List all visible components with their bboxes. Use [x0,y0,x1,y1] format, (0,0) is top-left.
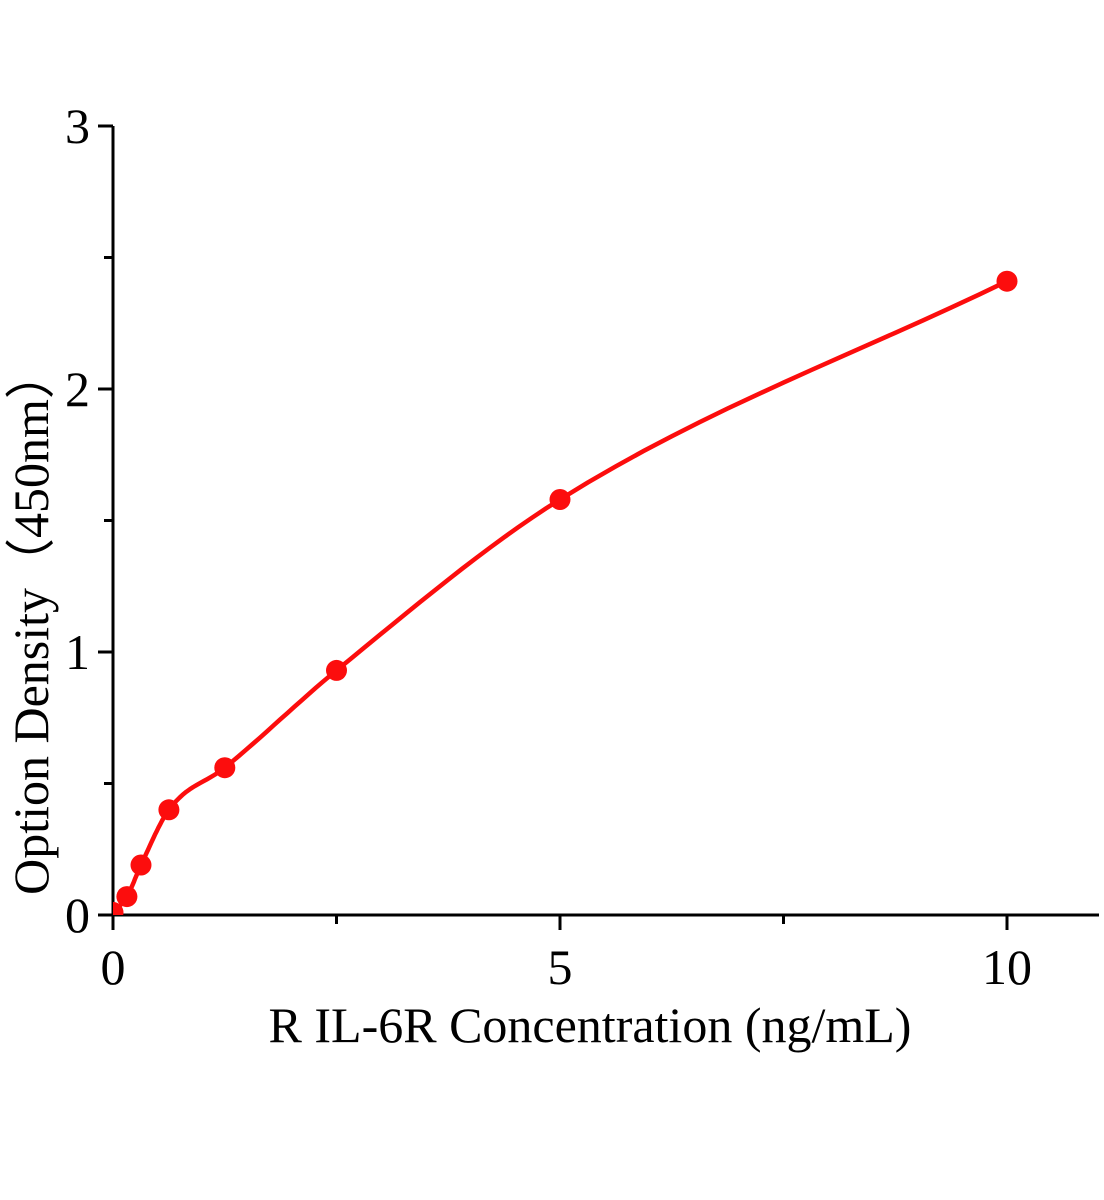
data-layer [113,270,1018,915]
x-tick-label: 10 [982,939,1032,995]
data-point-marker [158,799,180,821]
tick-label-layer: 0 5 10 0 1 2 3 [65,98,1032,995]
x-axis-title: R IL-6R Concentration (ng/mL) [269,997,912,1053]
y-axis-title: Option Density（450nm） [3,349,59,895]
y-tick-label: 3 [65,98,90,154]
data-point-marker [113,901,124,915]
axes-layer [98,124,1099,930]
data-point-marker [326,659,347,681]
y-tick-label: 0 [65,887,90,943]
x-tick-label: 0 [101,939,126,995]
fit-curve [113,278,1010,915]
y-tick-label: 2 [65,361,90,417]
y-tick-label: 1 [65,624,90,680]
x-tick-label: 5 [548,939,573,995]
data-point-marker [549,489,571,510]
data-point-marker [214,757,236,779]
data-point-marker [996,270,1018,292]
data-point-marker [116,886,138,908]
data-point-marker [130,854,152,876]
